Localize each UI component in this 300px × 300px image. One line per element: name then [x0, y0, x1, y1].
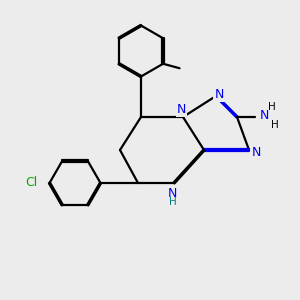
Text: H: H — [169, 196, 176, 207]
Text: Cl: Cl — [25, 176, 38, 190]
Text: H: H — [271, 119, 278, 130]
Text: N: N — [177, 103, 186, 116]
Text: N: N — [214, 88, 224, 101]
Text: H: H — [268, 101, 275, 112]
Text: N: N — [260, 109, 269, 122]
Text: N: N — [168, 187, 177, 200]
Text: N: N — [252, 146, 261, 160]
